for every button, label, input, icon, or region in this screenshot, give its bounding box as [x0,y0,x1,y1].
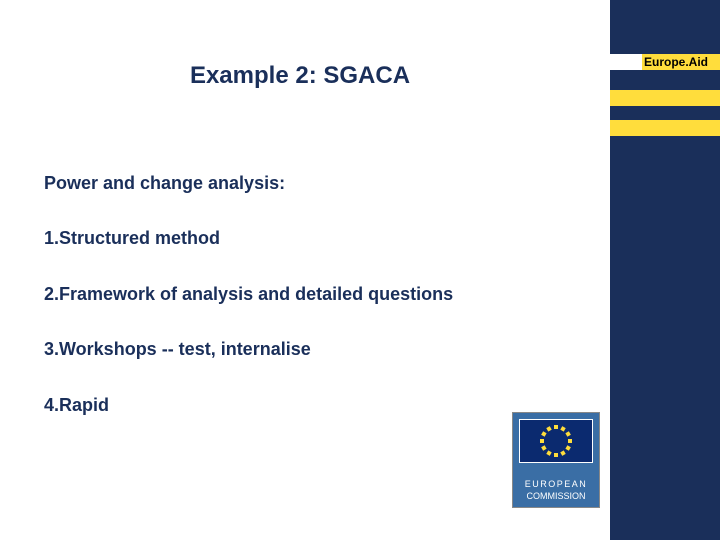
content-item: 3.Workshops -- test, internalise [44,338,584,361]
eu-flag-icon [519,419,593,463]
slide-title: Example 2: SGACA [0,62,600,90]
content-heading: Power and change analysis: [44,172,584,195]
content-item: 1.Structured method [44,227,584,250]
logo-text: EUROPEAN COMMISSION [513,478,599,503]
right-sidebar [610,70,720,540]
content-item: 4.Rapid [44,394,584,417]
accent-bar-2 [610,120,720,136]
european-commission-logo: EUROPEAN COMMISSION [512,412,600,508]
star-ring [539,424,573,458]
logo-line1: EUROPEAN [513,478,599,491]
logo-line2: COMMISSION [513,490,599,503]
top-right-navy-block [610,0,720,54]
accent-bar-1 [610,90,720,106]
brand-label: Europe.Aid [642,54,720,70]
content-block: Power and change analysis: 1.Structured … [44,172,584,449]
content-item: 2.Framework of analysis and detailed que… [44,283,584,306]
